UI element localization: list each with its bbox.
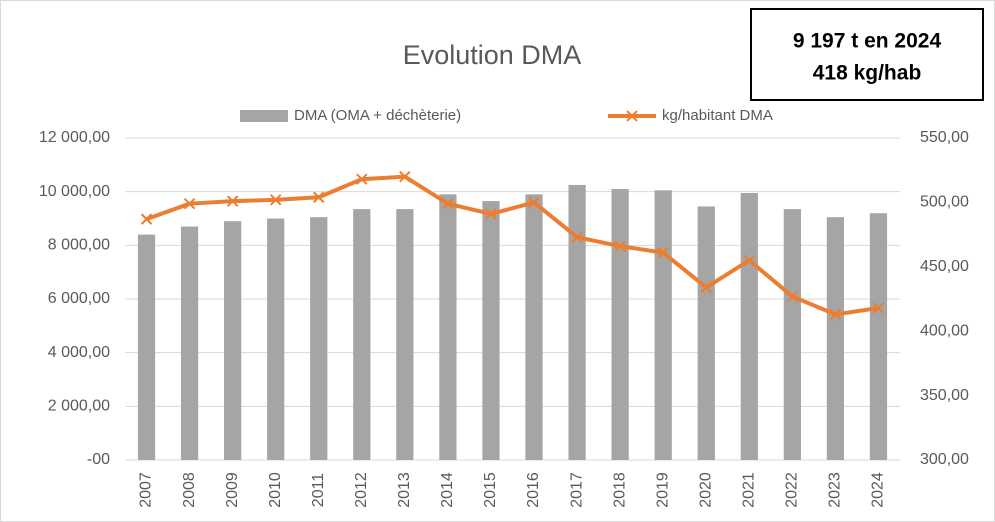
chart-title: Evolution DMA — [403, 40, 582, 70]
y2-tick-label: 550,00 — [920, 129, 969, 146]
marker — [657, 246, 669, 259]
x-tick-label: 2017 — [568, 472, 585, 508]
x-tick-label: 2012 — [353, 472, 370, 508]
bar — [525, 194, 543, 460]
marker — [442, 197, 454, 210]
x-tick-label: 2011 — [310, 473, 327, 508]
legend-label: DMA (OMA + déchèterie) — [294, 107, 461, 124]
y2-tick-label: 300,00 — [920, 451, 969, 468]
bar — [740, 193, 758, 460]
marker — [226, 195, 239, 207]
marker — [485, 208, 497, 220]
bar — [611, 188, 629, 460]
marker — [313, 191, 325, 203]
x-tick-label: 2020 — [697, 472, 714, 508]
y2-tick-label: 500,00 — [920, 194, 969, 211]
x-tick-label: 2018 — [611, 472, 628, 508]
x-tick-label: 2023 — [827, 472, 844, 508]
y-tick-label: 12 000,00 — [39, 129, 110, 146]
marker — [829, 308, 842, 321]
x-tick-label: 2008 — [181, 472, 198, 508]
bar — [137, 234, 156, 460]
bar — [353, 209, 371, 460]
x-tick-label: 2009 — [224, 472, 241, 508]
y2-tick-label: 450,00 — [920, 258, 969, 275]
y2-tick-label: 350,00 — [920, 387, 969, 404]
x-tick-label: 2014 — [439, 472, 456, 508]
bar — [482, 201, 500, 460]
bar — [568, 184, 586, 461]
x-tick-label: 2024 — [870, 472, 887, 508]
x-tick-label: 2010 — [267, 472, 284, 508]
bar — [180, 226, 199, 460]
marker — [399, 170, 411, 183]
bar — [697, 206, 715, 460]
y-tick-label: 8 000,00 — [48, 237, 110, 254]
bar — [396, 209, 414, 460]
annotation: 418 kg/hab — [813, 62, 922, 85]
x-tick-label: 2015 — [482, 472, 499, 508]
marker — [614, 240, 626, 252]
x-tick-label: 2013 — [396, 472, 413, 508]
bar — [310, 217, 328, 460]
bar — [439, 194, 457, 460]
legend-label: kg/habitant DMA — [662, 107, 773, 124]
legend-marker — [626, 110, 638, 122]
line — [145, 174, 879, 317]
bar — [826, 217, 845, 460]
marker — [743, 254, 756, 267]
bar — [267, 218, 285, 460]
annotation: 9 197 t en 2024 — [793, 30, 942, 53]
marker — [700, 281, 712, 294]
bar — [783, 209, 801, 460]
bar — [224, 221, 242, 460]
legend-swatch — [240, 110, 288, 122]
y-tick-label: 10 000,00 — [39, 183, 110, 200]
x-tick-label: 2016 — [525, 472, 542, 508]
annotation-box — [750, 8, 984, 101]
x-tick-label: 2007 — [138, 472, 155, 508]
marker — [183, 197, 196, 210]
y-tick-label: 4 000,00 — [48, 344, 110, 361]
marker — [872, 302, 885, 314]
y-tick-label: -00 — [87, 451, 110, 468]
marker — [528, 196, 540, 209]
bar — [869, 213, 888, 460]
bar — [654, 190, 672, 460]
y2-tick-label: 400,00 — [920, 322, 969, 339]
marker — [786, 290, 799, 303]
y-tick-label: 6 000,00 — [48, 290, 110, 307]
marker — [140, 213, 153, 225]
x-tick-label: 2019 — [654, 472, 671, 508]
x-tick-label: 2021 — [741, 472, 758, 508]
x-tick-label: 2022 — [784, 472, 801, 508]
marker — [269, 194, 282, 206]
marker — [356, 173, 368, 185]
marker — [571, 231, 583, 243]
y-tick-label: 2 000,00 — [48, 398, 110, 415]
